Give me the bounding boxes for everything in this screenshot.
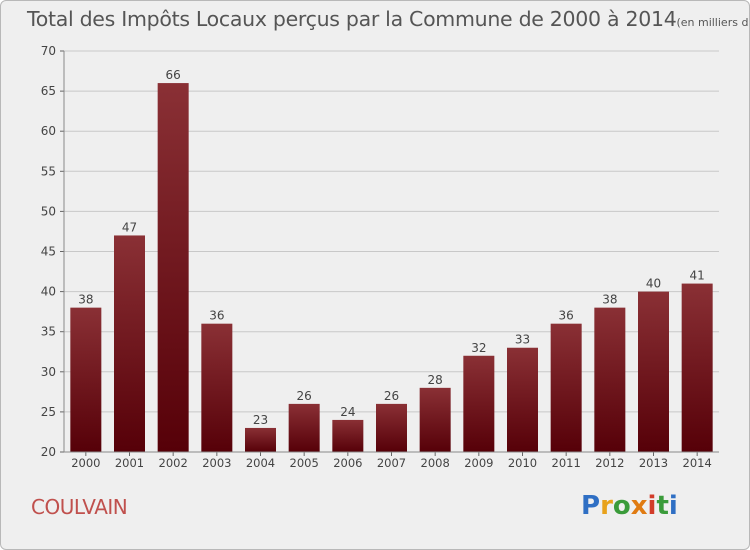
data-label-2012: 38 xyxy=(602,293,617,307)
y-tick-label: 25 xyxy=(41,405,56,419)
data-label-2002: 66 xyxy=(166,68,181,82)
data-label-2014: 41 xyxy=(690,269,705,283)
logo-letter: P xyxy=(581,491,601,521)
x-tick-label-2008: 2008 xyxy=(421,456,450,470)
logo-letter: r xyxy=(600,491,613,521)
logo-letter: o xyxy=(612,491,631,521)
y-tick-label: 50 xyxy=(41,204,56,218)
bar-2004 xyxy=(245,427,276,452)
x-tick-label-2000: 2000 xyxy=(71,456,100,470)
bar-2005 xyxy=(288,403,320,452)
x-axis-labels: 2000 2001 2002 2003 2004 2005 2006 2007 2008 2009… xyxy=(64,451,719,470)
y-tick-label: 45 xyxy=(41,245,56,259)
bar-2003 xyxy=(201,323,233,452)
data-label-2001: 47 xyxy=(122,220,137,234)
bar-2007 xyxy=(376,403,407,452)
x-tick-label-2003: 2003 xyxy=(202,456,231,470)
y-tick-label: 35 xyxy=(41,325,56,339)
logo-letter: x xyxy=(630,491,648,521)
logo-letter: t xyxy=(656,491,669,521)
x-tick-label-2002: 2002 xyxy=(159,456,188,470)
y-tick-label: 40 xyxy=(41,285,56,299)
y-tick-label: 55 xyxy=(41,164,56,178)
x-tick-label-2001: 2001 xyxy=(115,456,144,470)
data-label-2013: 40 xyxy=(646,277,661,291)
data-label-2011: 36 xyxy=(559,309,574,323)
bar-2014 xyxy=(681,283,713,452)
x-tick-label-2013: 2013 xyxy=(639,456,668,470)
data-label-2000: 38 xyxy=(78,293,93,307)
bar-2010 xyxy=(507,347,538,452)
x-tick-label-2010: 2010 xyxy=(508,456,537,470)
commune-name: COULVAIN xyxy=(31,495,128,519)
data-label-2003: 36 xyxy=(209,309,224,323)
bar-2006 xyxy=(332,419,364,452)
y-tick-label: 20 xyxy=(41,445,56,459)
logo-letter: i xyxy=(647,491,657,521)
x-tick-label-2005: 2005 xyxy=(290,456,319,470)
x-tick-label-2007: 2007 xyxy=(377,456,406,470)
logo-letter: i xyxy=(668,491,678,521)
data-label-2005: 26 xyxy=(297,389,312,403)
data-label-2010: 33 xyxy=(515,333,530,347)
y-tick-label: 30 xyxy=(41,365,56,379)
bar-2001 xyxy=(114,235,145,452)
data-label-2008: 28 xyxy=(428,373,443,387)
proxiti-logo: Proxiti xyxy=(581,491,678,521)
x-tick-label-2004: 2004 xyxy=(246,456,275,470)
bars xyxy=(70,83,713,452)
bar-2012 xyxy=(594,307,626,452)
bar-2000 xyxy=(70,307,102,452)
bar-2008 xyxy=(419,387,451,452)
y-tick-label: 65 xyxy=(41,84,56,98)
x-tick-label-2012: 2012 xyxy=(595,456,624,470)
data-label-2004: 23 xyxy=(253,413,268,427)
data-label-2006: 24 xyxy=(340,405,355,419)
y-axis: 20 25 30 35 40 45 50 55 60 65 70 xyxy=(41,44,65,459)
y-tick-label: 60 xyxy=(41,124,56,138)
bar-2013 xyxy=(638,291,669,452)
chart-unit: (en milliers d'€) xyxy=(676,16,749,29)
data-label-2007: 26 xyxy=(384,389,399,403)
y-tick-label: 70 xyxy=(41,44,56,58)
data-labels: 38 47 66 36 23 26 24 26 28 32 33 36 38 40 41 xyxy=(78,68,705,427)
x-tick-label-2006: 2006 xyxy=(333,456,362,470)
x-tick-label-2011: 2011 xyxy=(552,456,581,470)
x-tick-label-2009: 2009 xyxy=(464,456,493,470)
bar-2002 xyxy=(157,83,189,452)
bar-2009 xyxy=(463,355,495,452)
chart-title: Total des Impôts Locaux perçus par la Co… xyxy=(27,7,749,31)
bar-2011 xyxy=(550,323,582,452)
data-label-2009: 32 xyxy=(471,341,486,355)
chart-title-text: Total des Impôts Locaux perçus par la Co… xyxy=(27,7,677,31)
x-tick-label-2014: 2014 xyxy=(683,456,712,470)
